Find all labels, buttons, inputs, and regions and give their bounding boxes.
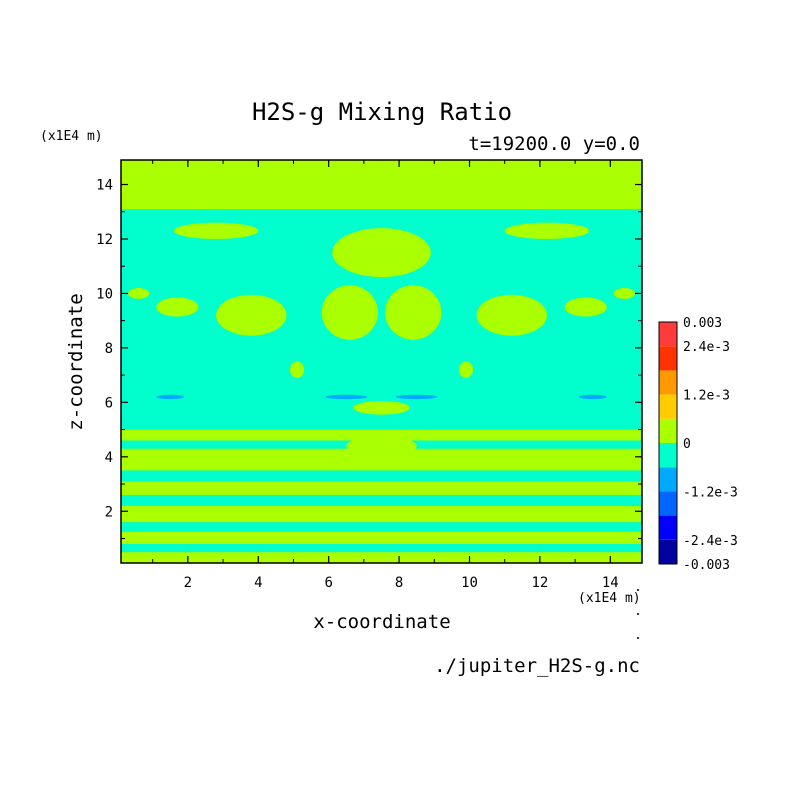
y-unit-label: (x1E4 m): [40, 129, 103, 144]
x-tick-label: 4: [254, 575, 262, 591]
contour-region-positive: [476, 294, 547, 336]
contour-band: [121, 448, 642, 471]
colorbar-tick-label: -2.4e-3: [683, 534, 738, 549]
contour-band: [121, 415, 642, 430]
x-unit-label: (x1E4 m): [578, 591, 641, 606]
marker-dot: [637, 637, 639, 639]
contour-region-positive: [504, 222, 590, 239]
x-tick-label: 12: [531, 575, 548, 591]
contour-band: [121, 494, 642, 506]
colorbar-tick-label: 0: [683, 437, 691, 452]
contour-band: [121, 522, 642, 532]
contour-region-positive: [332, 228, 431, 278]
contour-band: [121, 481, 642, 495]
contour-region-positive: [128, 287, 150, 299]
colorbar-tick-label: 2.4e-3: [683, 340, 730, 355]
contour-region-negative: [325, 394, 368, 400]
chart-subtitle: t=19200.0 y=0.0: [468, 133, 640, 155]
y-axis-label: z-coordinate: [65, 293, 87, 430]
contour-region-positive: [613, 287, 635, 299]
x-tick-label: 14: [602, 575, 619, 591]
colorbar-tick-label: -0.003: [683, 558, 730, 573]
contour-region-positive: [289, 361, 305, 378]
contour-region-positive: [564, 297, 607, 317]
x-axis-label: x-coordinate: [313, 611, 450, 633]
contour-band: [121, 505, 642, 523]
colorbar-segment: [659, 443, 677, 468]
source-filename: ./jupiter_H2S-g.nc: [434, 655, 640, 677]
contour-region-negative: [578, 394, 607, 400]
x-tick-label: 6: [324, 575, 332, 591]
contour-band: [121, 209, 642, 226]
contour-region-positive: [353, 400, 410, 415]
colorbar-segment: [659, 322, 677, 347]
contour-region-positive: [216, 294, 287, 336]
colorbar-frame: [658, 321, 678, 565]
contour-band: [121, 543, 642, 553]
chart-title: H2S-g Mixing Ratio: [252, 98, 512, 126]
x-axis-ticks: 2 4 6 8 10 12 14: [152, 160, 619, 591]
contour-band: [121, 531, 642, 544]
contour-region-negative: [156, 394, 185, 400]
y-tick-label: 10: [96, 286, 113, 302]
y-tick-label: 6: [105, 395, 113, 411]
contour-band: [121, 429, 642, 441]
contour-region-positive: [385, 285, 442, 340]
colorbar: 0.003 2.4e-3 1.2e-3 0 -1.2e-3 -2.4e-3 -0.003: [658, 316, 738, 573]
contour-field: [121, 160, 642, 563]
colorbar-segment: [659, 467, 677, 492]
contour-band: [121, 470, 642, 482]
plot-frame: [120, 159, 643, 564]
colorbar-segment: [659, 515, 677, 540]
contour-band: [121, 552, 642, 563]
colorbar-tick-label: 1.2e-3: [683, 389, 730, 404]
y-tick-label: 8: [105, 341, 113, 357]
y-tick-label: 4: [105, 450, 113, 466]
colorbar-segment: [659, 346, 677, 371]
y-tick-label: 12: [96, 232, 113, 248]
colorbar-segment: [659, 491, 677, 516]
colorbar-segment: [659, 539, 677, 564]
y-axis-ticks: 2 4 6 8 10 12 14: [96, 178, 642, 539]
marker-dot: [637, 589, 639, 591]
colorbar-segment: [659, 394, 677, 419]
contour-region-positive: [321, 285, 378, 340]
y-tick-label: 2: [105, 504, 113, 520]
colorbar-tick-label: -1.2e-3: [683, 485, 738, 500]
x-tick-label: 10: [461, 575, 478, 591]
colorbar-segment: [659, 370, 677, 395]
y-tick-label: 14: [96, 178, 113, 194]
contour-region-negative: [395, 394, 438, 400]
contour-region-positive: [173, 222, 259, 239]
marker-dot: [637, 613, 639, 615]
x-tick-label: 8: [395, 575, 403, 591]
contour-region-positive: [458, 361, 474, 378]
contour-region-positive: [156, 297, 199, 317]
colorbar-tick-label: 0.003: [683, 316, 722, 331]
contour-band: [121, 160, 642, 210]
contour-region-positive: [346, 436, 417, 456]
x-tick-label: 2: [184, 575, 192, 591]
colorbar-segment: [659, 418, 677, 443]
